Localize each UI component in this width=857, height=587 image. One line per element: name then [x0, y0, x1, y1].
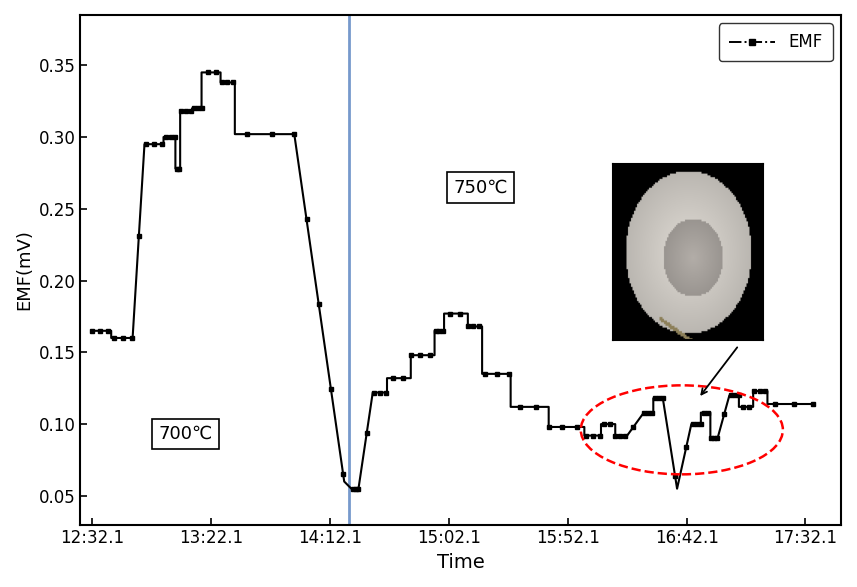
- Text: 700℃: 700℃: [159, 425, 213, 443]
- Text: 750℃: 750℃: [453, 178, 508, 196]
- Y-axis label: EMF(mV): EMF(mV): [15, 230, 33, 310]
- X-axis label: Time: Time: [437, 553, 484, 572]
- Legend: EMF: EMF: [718, 23, 833, 61]
